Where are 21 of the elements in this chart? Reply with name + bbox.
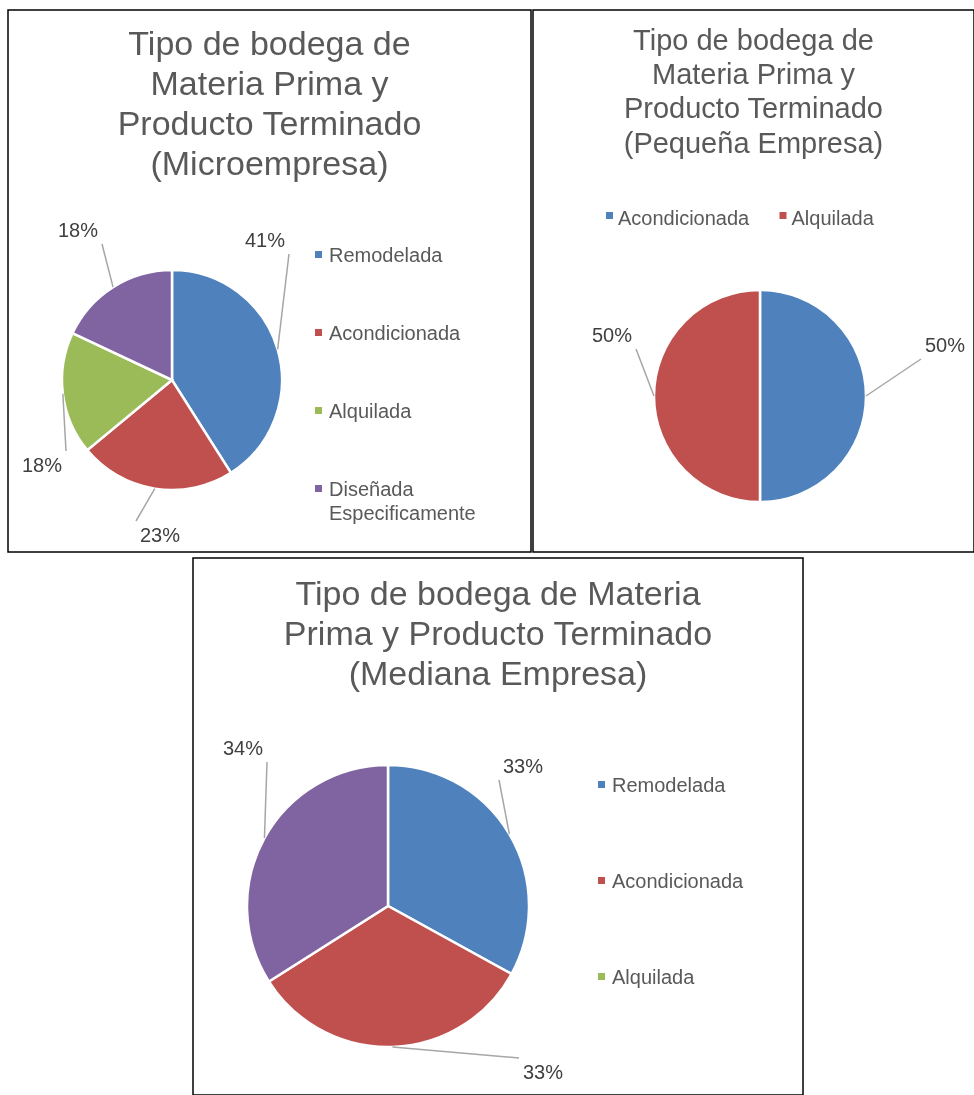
chart-title: Tipo de bodega de Materia Prima y Producto Terminado (Mediana Empresa) (283, 574, 713, 693)
legend-label: Diseñada Especificamente (329, 478, 476, 524)
legend-label: Acondicionada (618, 207, 751, 229)
data-label: 18% (57, 219, 99, 241)
data-label: 41% (244, 229, 286, 251)
data-label: 23% (139, 524, 181, 546)
legend-label: Acondicionada (612, 870, 745, 892)
chart-title: Tipo de bodega de Materia Prima y Producto Terminado (Microempresa) (117, 24, 422, 183)
data-label: 34% (222, 737, 264, 759)
data-label: 50% (591, 324, 633, 346)
legend-label: Acondicionada (329, 322, 462, 344)
legend-label: Remodelada (612, 774, 727, 796)
legend-label: Alquilada (329, 400, 413, 422)
legend-label: Alquilada (791, 207, 875, 229)
chart-title: Tipo de bodega de Materia Prima y Producto Terminado (Pequeña Empresa) (623, 24, 884, 159)
legend-label: Remodelada (329, 244, 444, 266)
data-label: 33% (502, 755, 544, 777)
data-label: 50% (924, 334, 966, 356)
legend-label: Alquilada (612, 966, 696, 988)
data-label: 18% (21, 454, 63, 476)
data-label: 33% (522, 1061, 564, 1083)
